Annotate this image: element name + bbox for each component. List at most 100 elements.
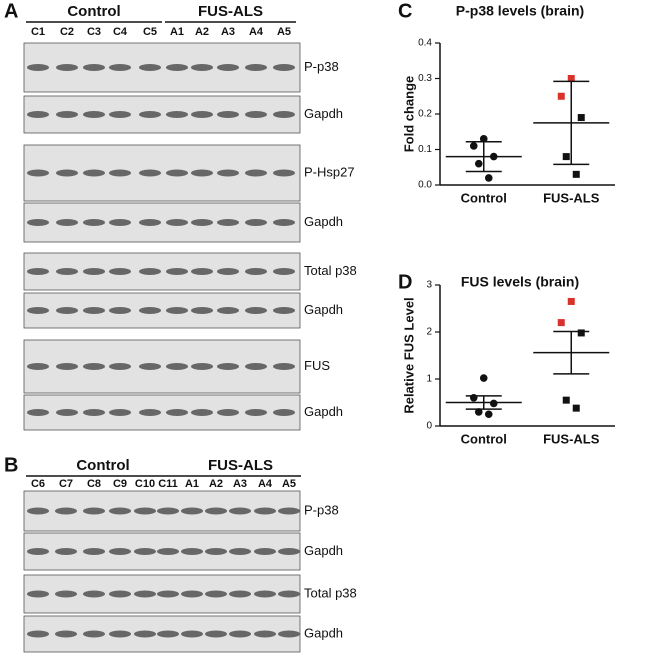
row-label: Gapdh [304,214,343,229]
y-tick-label: 1 [426,374,432,385]
band [273,64,295,71]
band [217,363,239,370]
band [134,548,156,555]
band [27,64,49,71]
band [139,268,161,275]
band [139,409,161,416]
band [55,631,77,638]
band [229,591,251,598]
lane-label: A4 [258,478,273,490]
band [139,170,161,177]
band [157,508,179,515]
y-tick-label: 2 [426,327,432,338]
lane-label: C2 [60,26,74,38]
band [205,591,227,598]
lane-label: A5 [277,26,291,38]
band [191,170,213,177]
band [245,111,267,118]
band [245,409,267,416]
row-label: Gapdh [304,404,343,419]
row-label: Gapdh [304,106,343,121]
band [191,363,213,370]
row-label: P-p38 [304,502,339,517]
band [166,268,188,275]
band [56,219,78,226]
lane-label: C11 [158,478,178,490]
band [245,363,267,370]
point [558,319,565,326]
group-label: FUS-ALS [208,457,273,474]
band [229,548,251,555]
point [573,171,580,178]
y-tick-label: 0.2 [418,109,432,120]
band [109,409,131,416]
point [490,400,498,408]
band [139,111,161,118]
row-label: Total p38 [304,585,357,600]
row-label: Total p38 [304,263,357,278]
lane-label: A2 [209,478,223,490]
band [273,307,295,314]
band [217,409,239,416]
y-tick-label: 0 [426,421,432,432]
band [191,219,213,226]
band [83,363,105,370]
band [55,591,77,598]
band [83,591,105,598]
lane-label: C7 [59,478,73,490]
band [229,631,251,638]
y-tick-label: 0.1 [418,144,432,155]
band [166,307,188,314]
band [27,409,49,416]
band [27,631,49,638]
band [56,307,78,314]
point [568,298,575,305]
band [83,170,105,177]
band [181,508,203,515]
band [157,548,179,555]
band [166,409,188,416]
band [56,111,78,118]
band [56,409,78,416]
band [139,219,161,226]
band [254,631,276,638]
band [278,548,300,555]
band [191,111,213,118]
band [181,548,203,555]
band [191,268,213,275]
point [480,374,488,382]
y-axis-label: Relative FUS Level [401,297,416,413]
y-tick-label: 0.0 [418,180,432,191]
band [273,268,295,275]
band [245,219,267,226]
band [166,170,188,177]
band [157,631,179,638]
band [83,631,105,638]
band [278,631,300,638]
band [55,508,77,515]
lane-label: A1 [185,478,199,490]
lane-label: C6 [31,478,45,490]
band [217,170,239,177]
band [278,591,300,598]
band [109,170,131,177]
band [205,548,227,555]
lane-label: A3 [221,26,235,38]
band [83,64,105,71]
band [273,219,295,226]
row-label: Gapdh [304,543,343,558]
lane-label: A4 [249,26,264,38]
row-label: P-p38 [304,59,339,74]
band [273,111,295,118]
band [27,170,49,177]
band [134,631,156,638]
lane-label: A1 [170,26,184,38]
x-tick-label: FUS-ALS [543,431,600,446]
band [27,219,49,226]
band [83,219,105,226]
band [27,508,49,515]
row-label: FUS [304,358,330,373]
band [56,363,78,370]
chart-title: P-p38 levels (brain) [456,3,584,19]
